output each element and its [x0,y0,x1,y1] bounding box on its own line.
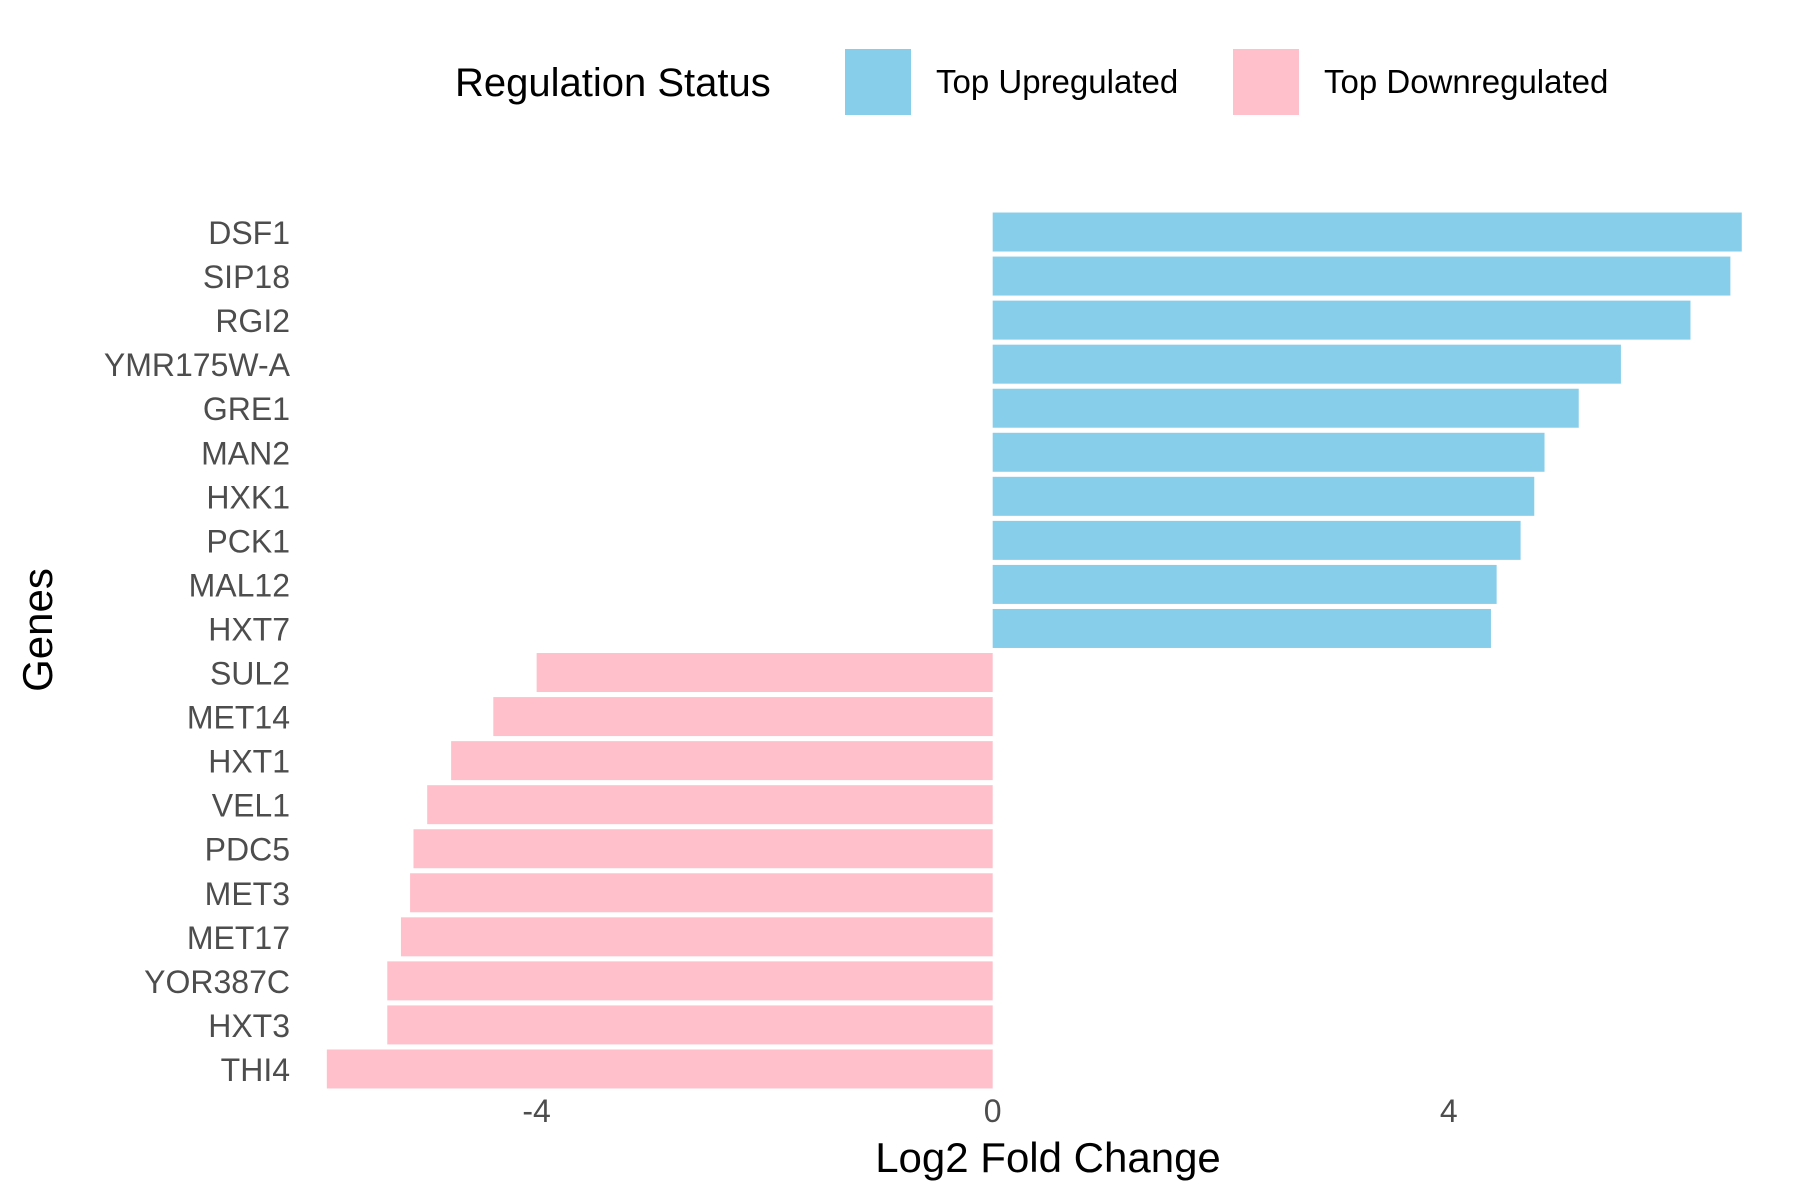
bar-ymr175w-a [992,344,1621,384]
bar-hxk1 [992,476,1535,516]
y-tick-label: MET17 [187,920,290,956]
legend-swatch-upregulated [845,49,911,115]
bar-yor387c [387,961,993,1001]
y-tick-label: DSF1 [208,215,290,251]
x-axis-tick-labels: -4 0 4 [522,1093,1457,1129]
bar-pck1 [992,520,1521,560]
y-axis-tick-labels: DSF1 SIP18 RGI2 YMR175W-A GRE1 MAN2 HXK1 PCK1 MA… [104,215,291,1088]
y-tick-label: MAN2 [201,435,290,471]
bar-pdc5 [413,829,993,869]
y-tick-label: SUL2 [210,656,290,692]
y-tick-label: YOR387C [144,964,290,1000]
y-tick-label: YMR175W-A [104,347,291,383]
y-tick-label: SIP18 [203,259,290,295]
bar-vel1 [427,785,993,825]
legend-title: Regulation Status [455,61,771,105]
x-tick-label: 0 [984,1093,1002,1129]
y-tick-label: GRE1 [203,391,290,427]
bar-hxt1 [451,741,993,781]
legend: Regulation Status Top Upregulated Top Do… [455,49,1608,115]
bar-mal12 [992,564,1497,604]
bar-hxt7 [992,608,1491,648]
bar-dsf1 [992,212,1742,252]
bar-met3 [410,873,993,913]
y-tick-label: MET3 [205,876,290,912]
bar-met17 [400,917,993,957]
x-tick-label: -4 [522,1093,550,1129]
y-tick-label: VEL1 [212,788,290,824]
y-tick-label: HXT1 [208,744,290,780]
x-axis-title: Log2 Fold Change [875,1134,1221,1181]
bar-thi4 [326,1049,993,1089]
bar-man2 [992,432,1545,472]
bar-sip18 [992,256,1731,296]
y-axis-title: Genes [14,568,61,692]
y-tick-label: HXT3 [208,1008,290,1044]
bar-gre1 [992,388,1579,428]
x-tick-label: 4 [1440,1093,1458,1129]
y-tick-label: THI4 [221,1052,290,1088]
legend-label-downregulated: Top Downregulated [1324,63,1608,100]
y-tick-label: HXK1 [206,479,290,515]
y-tick-label: PCK1 [206,523,290,559]
legend-swatch-downregulated [1233,49,1299,115]
y-tick-label: MAL12 [189,567,290,603]
bar-sul2 [536,653,993,693]
y-tick-label: HXT7 [208,611,290,647]
legend-label-upregulated: Top Upregulated [936,63,1178,100]
y-tick-label: PDC5 [205,832,290,868]
bars-group [326,212,1742,1089]
y-tick-label: MET14 [187,700,290,736]
bar-rgi2 [992,300,1691,340]
bar-met14 [493,697,993,737]
y-tick-label: RGI2 [215,303,290,339]
bar-hxt3 [387,1005,993,1045]
